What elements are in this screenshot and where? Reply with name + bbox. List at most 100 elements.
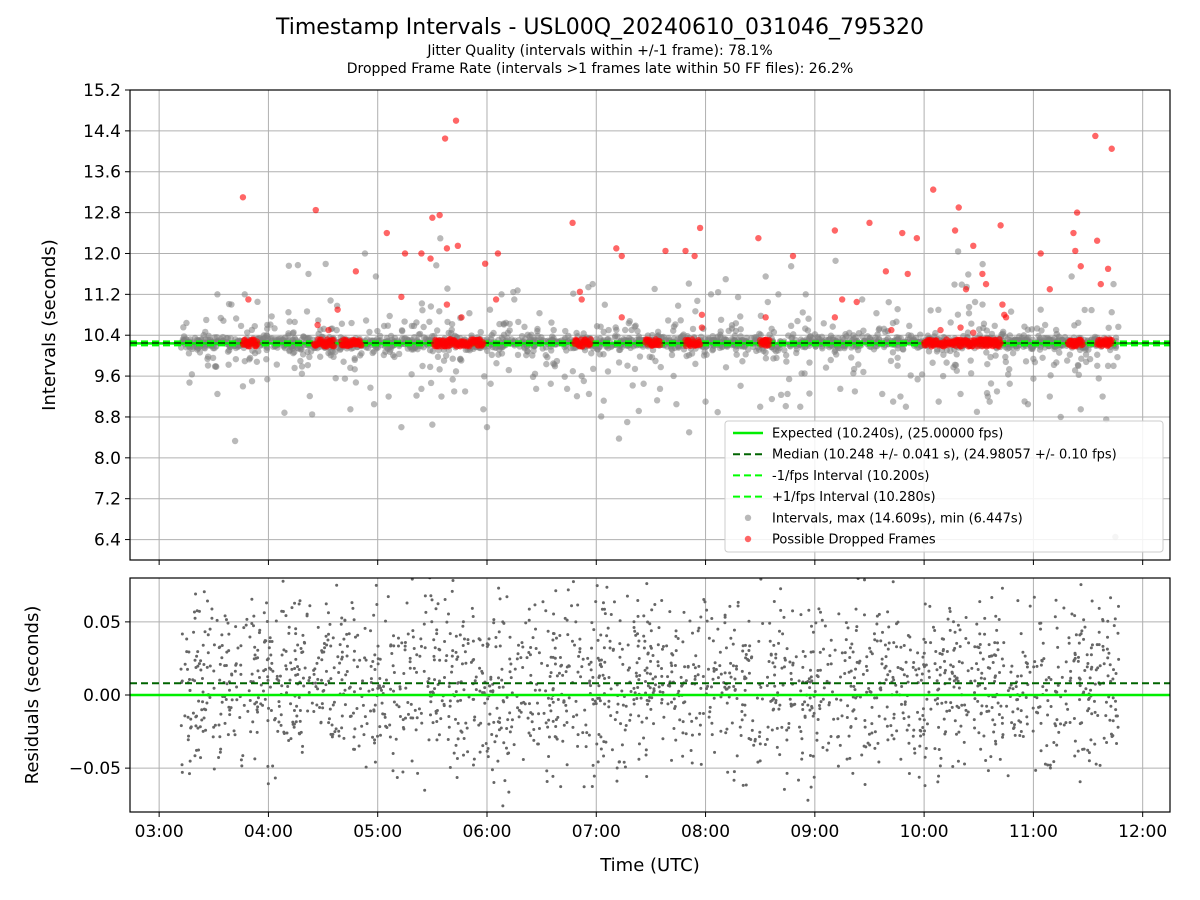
interval-point xyxy=(939,372,947,380)
residual-point xyxy=(199,659,203,663)
residual-point xyxy=(389,643,393,647)
residual-point xyxy=(448,765,452,769)
residual-point xyxy=(187,678,191,682)
residual-point xyxy=(688,712,692,716)
residual-point xyxy=(629,690,633,694)
residual-point xyxy=(310,701,314,705)
residual-point xyxy=(779,608,783,612)
residual-point xyxy=(293,667,297,671)
residual-point xyxy=(562,723,566,727)
residual-point xyxy=(693,666,697,670)
residual-point xyxy=(1116,631,1120,635)
residual-point xyxy=(596,760,600,764)
residual-point xyxy=(398,687,402,691)
residual-point xyxy=(439,717,443,721)
dropped-frame-point xyxy=(766,336,773,344)
residual-point xyxy=(307,678,311,682)
residual-point xyxy=(1109,679,1113,683)
interval-point xyxy=(254,298,261,306)
residual-point xyxy=(906,680,910,684)
interval-point xyxy=(700,352,708,359)
residual-point xyxy=(963,762,967,766)
residual-point xyxy=(708,710,712,714)
y-tick-label: 9.6 xyxy=(94,367,121,387)
y-tick-label: 0.05 xyxy=(83,613,121,633)
residual-point xyxy=(727,695,731,699)
interval-point xyxy=(953,351,960,358)
residual-point xyxy=(1036,711,1040,715)
x-tick-label: 12:00 xyxy=(1118,822,1167,842)
residual-point xyxy=(471,697,475,701)
residual-point xyxy=(973,726,977,730)
residual-point xyxy=(553,656,557,660)
residual-point xyxy=(716,627,720,631)
interval-point xyxy=(855,361,862,368)
residual-point xyxy=(486,643,490,647)
residual-point xyxy=(490,768,494,772)
dropped-frame-point xyxy=(755,234,762,242)
residual-point xyxy=(656,643,660,647)
residual-point xyxy=(692,663,696,667)
residual-point xyxy=(324,602,328,606)
residual-point xyxy=(1010,664,1014,668)
interval-point xyxy=(372,273,380,280)
interval-point xyxy=(386,312,393,320)
residual-point xyxy=(740,669,744,673)
residual-point xyxy=(693,677,697,681)
residual-point xyxy=(423,646,427,650)
interval-point xyxy=(294,261,302,269)
residual-point xyxy=(592,702,596,706)
residual-point xyxy=(873,638,877,642)
residual-point xyxy=(291,720,295,724)
residual-point xyxy=(565,763,569,767)
residual-point xyxy=(510,725,514,729)
residual-point xyxy=(265,658,269,662)
residual-point xyxy=(322,688,326,692)
interval-point xyxy=(1081,306,1088,314)
residual-point xyxy=(616,702,620,706)
residual-point xyxy=(661,737,665,741)
residual-point xyxy=(571,715,575,719)
residual-point xyxy=(699,615,703,619)
residual-point xyxy=(1044,678,1048,682)
residual-point xyxy=(1093,710,1097,714)
residual-point xyxy=(358,687,362,691)
interval-point xyxy=(918,371,926,378)
residual-point xyxy=(352,747,356,751)
dropped-frame-point xyxy=(1073,209,1081,216)
interval-point xyxy=(212,363,219,370)
residual-point xyxy=(712,667,716,671)
residual-point xyxy=(434,607,438,611)
interval-point xyxy=(268,313,275,320)
interval-point xyxy=(376,332,384,340)
residual-point xyxy=(1087,707,1091,711)
residual-point xyxy=(1106,674,1110,678)
interval-point xyxy=(585,390,593,398)
residual-point xyxy=(712,669,716,673)
residual-point xyxy=(566,633,570,637)
residual-point xyxy=(205,665,209,669)
dropped-frame-points xyxy=(239,117,1115,350)
residual-point xyxy=(1083,625,1087,629)
dropped-frame-point xyxy=(765,341,772,349)
interval-point xyxy=(717,334,724,341)
residual-point xyxy=(870,652,874,656)
residual-point xyxy=(779,587,783,591)
residual-point xyxy=(678,718,682,722)
dropped-frame-point xyxy=(789,252,797,260)
residual-point xyxy=(735,667,739,671)
residual-point xyxy=(486,747,490,751)
residual-point xyxy=(233,733,237,737)
residual-point xyxy=(648,695,652,699)
interval-point xyxy=(722,364,730,371)
interval-point xyxy=(1009,349,1017,357)
residual-point xyxy=(592,628,596,632)
dropped-frame-point xyxy=(762,314,769,321)
residual-point xyxy=(278,674,282,678)
residual-point xyxy=(1093,742,1097,746)
interval-point xyxy=(848,354,855,361)
residual-point xyxy=(979,747,983,751)
residual-point xyxy=(924,746,928,750)
residual-point xyxy=(679,675,683,679)
residual-point xyxy=(1073,754,1077,758)
